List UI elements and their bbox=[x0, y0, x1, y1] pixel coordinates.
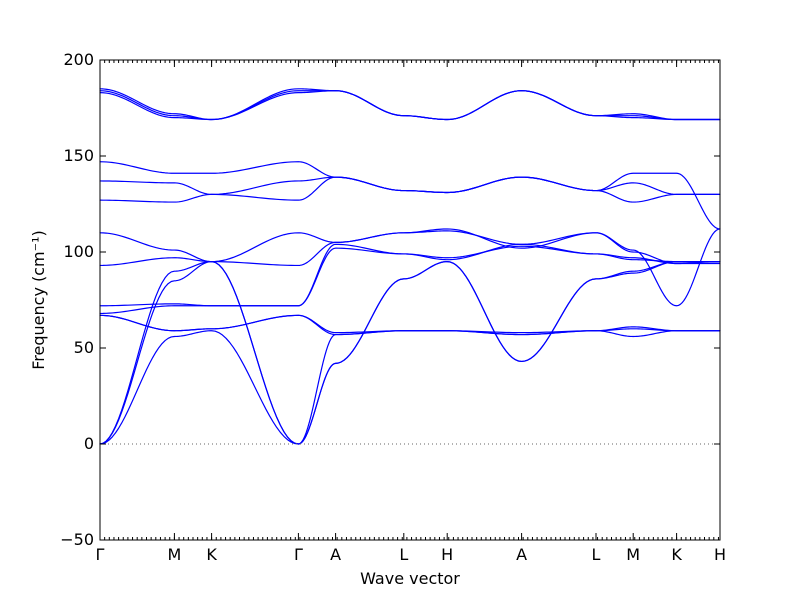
y-tick-label: 100 bbox=[63, 242, 94, 261]
y-tick-label: 50 bbox=[74, 338, 94, 357]
band-line-7 bbox=[99, 243, 721, 307]
band-line-4 bbox=[99, 314, 721, 336]
x-tick-label: Γ bbox=[96, 545, 105, 564]
ticks-layer bbox=[99, 59, 721, 541]
band-line-1 bbox=[99, 261, 721, 445]
band-line-10 bbox=[99, 176, 721, 203]
x-tick-label: M bbox=[626, 545, 640, 564]
x-tick-label: H bbox=[441, 545, 453, 564]
band-line-5 bbox=[99, 314, 721, 334]
band-line-9 bbox=[99, 228, 721, 307]
x-tick-label: L bbox=[592, 545, 601, 564]
x-tick-label: A bbox=[516, 545, 527, 564]
x-tick-label: M bbox=[167, 545, 181, 564]
band-line-12 bbox=[99, 161, 721, 230]
y-axis-label: Frequency (cm⁻¹) bbox=[29, 230, 48, 369]
y-tick-label: −50 bbox=[60, 530, 94, 549]
y-tick-label: 200 bbox=[63, 50, 94, 69]
band-line-8 bbox=[99, 230, 721, 267]
x-tick-label: L bbox=[399, 545, 408, 564]
x-tick-label: A bbox=[330, 545, 341, 564]
band-line-2 bbox=[99, 261, 721, 445]
plot-frame bbox=[99, 59, 721, 541]
labels-layer: −50 0 50 100 150 200 Γ M K Γ A L H A L M K H bbox=[60, 50, 726, 564]
x-tick-label: H bbox=[714, 545, 726, 564]
band-line-3 bbox=[99, 330, 721, 445]
bands-layer bbox=[99, 88, 721, 445]
x-tick-label: K bbox=[206, 545, 217, 564]
x-tick-label: K bbox=[671, 545, 682, 564]
band-line-15 bbox=[99, 88, 721, 121]
y-tick-label: 0 bbox=[84, 434, 94, 453]
x-axis-label: Wave vector bbox=[360, 569, 460, 588]
x-tick-label: Γ bbox=[294, 545, 303, 564]
band-line-14 bbox=[99, 90, 721, 121]
band-line-11 bbox=[99, 176, 721, 195]
y-tick-label: 150 bbox=[63, 146, 94, 165]
